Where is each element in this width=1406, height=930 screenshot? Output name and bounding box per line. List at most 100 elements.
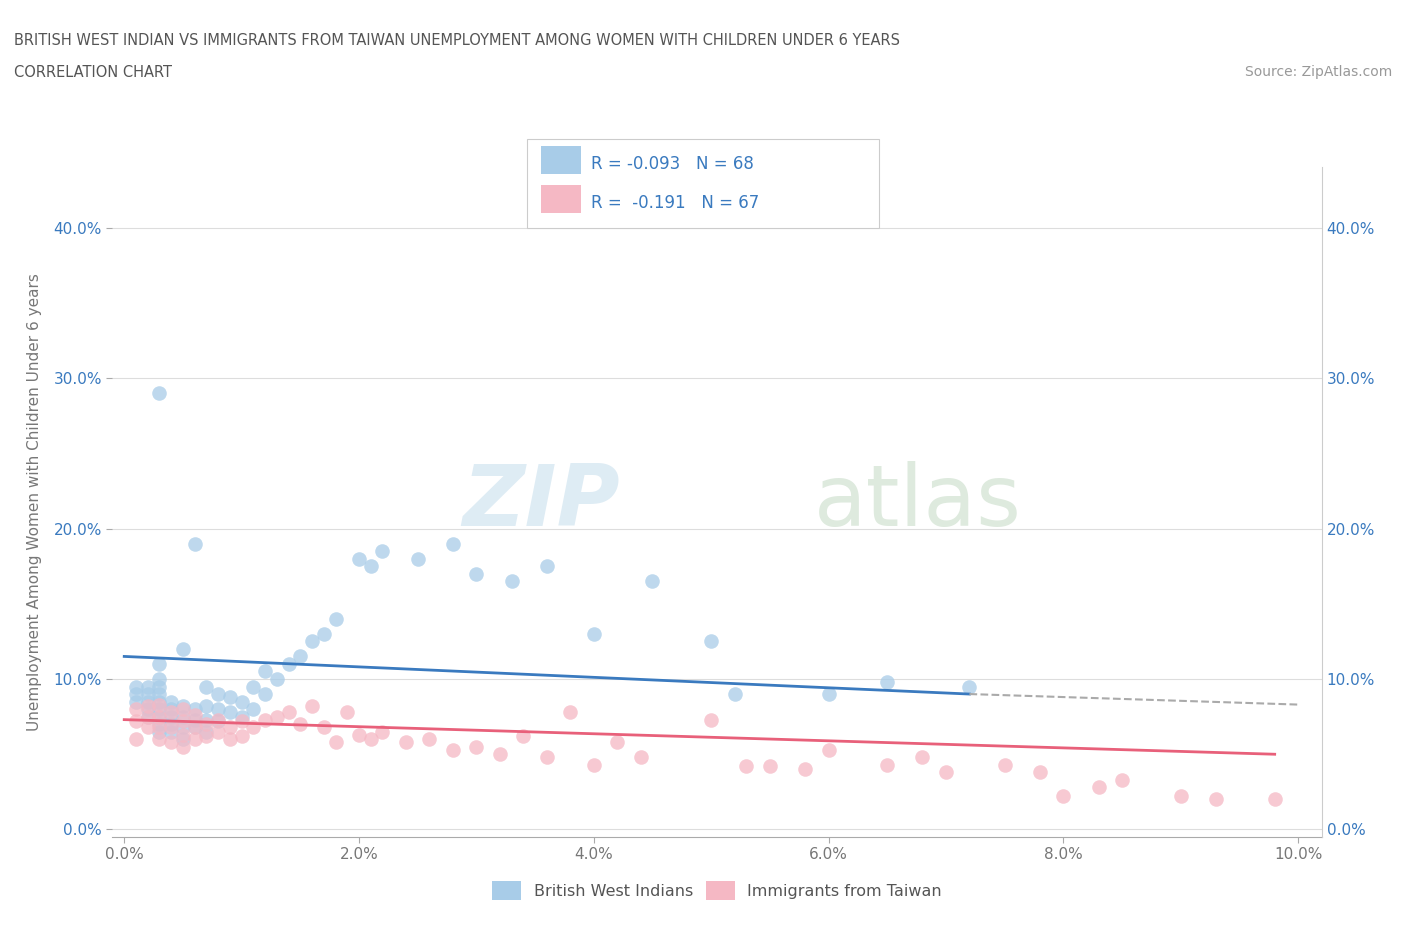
Point (1170, 789, 1192, 804)
Point (911, 750, 934, 764)
Point (148, 386, 170, 401)
Y-axis label: Unemployment Among Women with Children Under 6 years: Unemployment Among Women with Children U… (28, 273, 42, 731)
Point (254, 664, 277, 679)
Point (160, 717, 183, 732)
Point (266, 710, 288, 724)
Point (395, 735, 418, 750)
Point (242, 679, 264, 694)
Point (536, 559, 558, 574)
Point (125, 686, 148, 701)
Point (290, 717, 312, 732)
Text: atlas: atlas (814, 460, 1022, 544)
Point (172, 642, 194, 657)
Point (136, 679, 159, 694)
Text: CORRELATION CHART: CORRELATION CHART (14, 65, 172, 80)
Point (195, 724, 218, 739)
Legend: British West Indians, Immigrants from Taiwan: British West Indians, Immigrants from Ta… (486, 875, 948, 906)
Point (136, 698, 159, 713)
Point (465, 566, 488, 581)
Point (183, 720, 205, 735)
Point (254, 686, 277, 701)
Point (231, 713, 253, 728)
Point (172, 701, 194, 716)
Point (136, 710, 159, 724)
Point (794, 762, 817, 777)
Text: BRITISH WEST INDIAN VS IMMIGRANTS FROM TAIWAN UNEMPLOYMENT AMONG WOMEN WITH CHIL: BRITISH WEST INDIAN VS IMMIGRANTS FROM T… (14, 33, 900, 47)
Text: R =  -0.191   N = 67: R = -0.191 N = 67 (591, 194, 759, 212)
Point (207, 713, 229, 728)
Point (312, 720, 335, 735)
Point (148, 657, 170, 671)
Point (136, 686, 159, 701)
Point (700, 712, 723, 727)
Point (536, 750, 558, 764)
Point (148, 686, 170, 701)
Point (512, 729, 534, 744)
Point (994, 757, 1017, 772)
Point (160, 724, 183, 739)
Point (876, 674, 898, 689)
Point (160, 705, 183, 720)
Point (724, 686, 747, 701)
Point (183, 712, 205, 727)
Point (735, 759, 758, 774)
Point (441, 742, 464, 757)
Point (195, 729, 218, 744)
Point (207, 724, 229, 739)
Point (207, 712, 229, 727)
Point (160, 735, 183, 750)
Text: ZIP: ZIP (463, 460, 620, 544)
Point (242, 701, 264, 716)
Point (700, 634, 723, 649)
Point (277, 705, 299, 720)
Point (242, 720, 264, 735)
Point (290, 649, 312, 664)
Point (301, 634, 323, 649)
Point (195, 698, 218, 713)
Point (148, 671, 170, 686)
Point (218, 732, 240, 747)
Point (266, 671, 288, 686)
Point (312, 627, 335, 642)
Point (148, 679, 170, 694)
Point (231, 729, 253, 744)
Point (160, 710, 183, 724)
Point (218, 705, 240, 720)
Point (195, 712, 218, 727)
Point (172, 713, 194, 728)
Point (148, 717, 170, 732)
Point (183, 720, 205, 735)
Point (406, 551, 429, 566)
Point (183, 708, 205, 723)
Point (360, 559, 382, 574)
Point (1029, 764, 1052, 779)
Point (207, 686, 229, 701)
Point (172, 720, 194, 735)
Point (125, 713, 148, 728)
Point (1205, 792, 1227, 807)
Point (347, 727, 370, 742)
Point (160, 694, 183, 709)
Point (218, 690, 240, 705)
Point (360, 732, 382, 747)
Point (136, 701, 159, 716)
Point (817, 742, 839, 757)
Point (218, 720, 240, 735)
Point (160, 720, 183, 735)
Point (1111, 773, 1133, 788)
Point (172, 727, 194, 742)
Point (148, 710, 170, 724)
Point (195, 679, 218, 694)
Point (195, 717, 218, 732)
Point (136, 710, 159, 724)
Point (254, 712, 277, 727)
Point (1052, 789, 1074, 804)
Point (160, 701, 183, 716)
Point (1264, 792, 1286, 807)
Point (817, 686, 839, 701)
Point (148, 724, 170, 739)
Point (641, 574, 664, 589)
Point (301, 698, 323, 713)
Point (935, 764, 957, 779)
Point (136, 694, 159, 709)
